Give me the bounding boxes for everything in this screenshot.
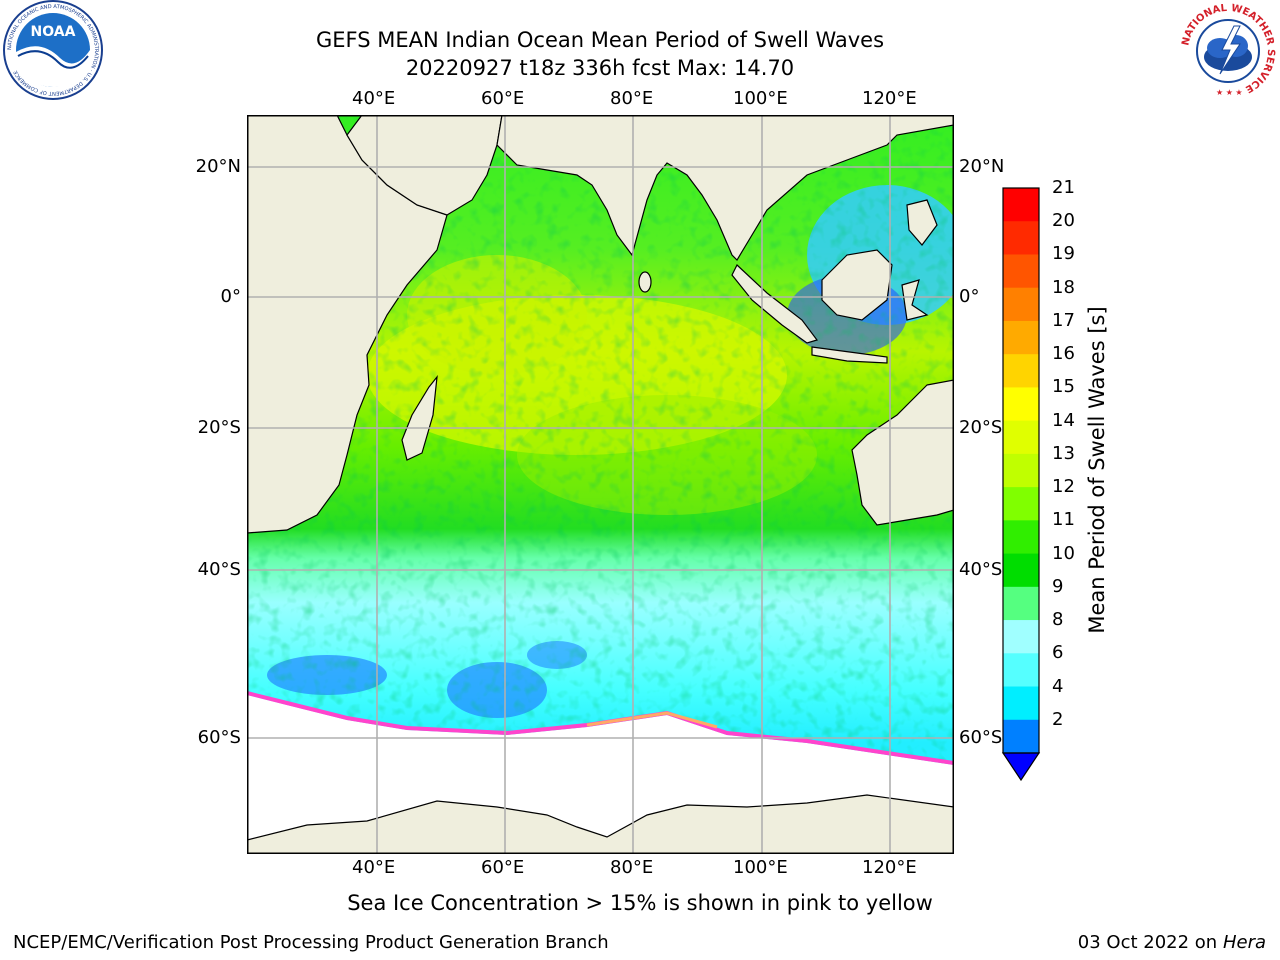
colorbar-tick: 10 (1052, 542, 1075, 564)
colorbar-tick: 19 (1052, 243, 1075, 265)
colorbar-block (1003, 653, 1039, 688)
lat-tick-right-40s: 40°S (959, 559, 1003, 580)
colorbar-tick: 21 (1052, 177, 1075, 198)
antarctica (247, 794, 954, 854)
lon-tick-top-80e: 80°E (610, 88, 654, 109)
colorbar-tick: 16 (1052, 343, 1075, 365)
lon-tick-bottom-40e: 40°E (352, 857, 396, 878)
nws-logo: NATIONAL WEATHER SERVICE ★ ★ ★ (1180, 3, 1276, 98)
lon-tick-bottom-100e: 100°E (733, 857, 788, 878)
colorbar-tick: 13 (1052, 442, 1075, 464)
colorbar-block (1003, 520, 1039, 555)
chart-title: GEFS MEAN Indian Ocean Mean Period of Sw… (315, 28, 885, 52)
colorbar-block (1003, 553, 1039, 588)
colorbar-tick: 15 (1052, 376, 1075, 398)
graticule (247, 115, 954, 854)
lat-tick-left-20s: 20°S (197, 417, 241, 438)
colorbar-tick: 14 (1052, 409, 1075, 431)
svg-text:★ ★ ★: ★ ★ ★ (1216, 88, 1243, 97)
colorbar-block (1003, 221, 1039, 255)
sulawesi (901, 279, 929, 321)
borneo (821, 249, 893, 321)
lon-tick-bottom-120e: 120°E (862, 857, 917, 878)
colorbar-block (1003, 420, 1039, 455)
colorbar-tick: 6 (1052, 642, 1064, 664)
colorbar-tick: 4 (1052, 675, 1064, 697)
colorbar-block (1003, 686, 1039, 721)
lat-tick-left-20n: 20°N (195, 156, 241, 177)
map-frame (247, 115, 954, 854)
madagascar (401, 375, 438, 461)
footer-credit: NCEP/EMC/Verification Post Processing Pr… (13, 932, 609, 953)
lat-tick-left-40s: 40°S (197, 559, 241, 580)
java (811, 346, 888, 364)
colorbar-block (1003, 254, 1039, 289)
sri-lanka (638, 271, 652, 293)
colorbar-tick: 12 (1052, 476, 1075, 498)
australia (851, 379, 954, 526)
footer-machine: Hera (1222, 932, 1266, 953)
colorbar-frame (1002, 187, 1040, 754)
colorbar-tick: 17 (1052, 309, 1075, 331)
colorbar-block (1003, 719, 1039, 754)
philippines (906, 199, 938, 246)
colorbar (1001, 187, 1041, 782)
colorbar-block (1003, 620, 1039, 654)
lat-tick-left-0: 0° (220, 286, 241, 307)
chart-subtitle: 20220927 t18z 336h fcst Max: 14.70 (405, 56, 795, 80)
colorbar-block (1003, 453, 1039, 488)
colorbar-tick: 2 (1052, 708, 1064, 730)
colorbar-tick: 11 (1052, 509, 1075, 531)
lon-tick-bottom-80e: 80°E (610, 857, 654, 878)
footer-date: 03 Oct 2022 on Hera (1078, 932, 1266, 953)
lat-tick-right-20n: 20°N (959, 156, 1005, 177)
colorbar-block (1003, 188, 1039, 222)
lon-tick-top-120e: 120°E (862, 88, 917, 109)
colorbar-block (1003, 320, 1039, 355)
colorbar-block (1003, 487, 1039, 521)
colorbar-label: Mean Period of Swell Waves [s] (1085, 306, 1109, 634)
colorbar-block (1003, 354, 1039, 388)
lon-tick-top-60e: 60°E (481, 88, 525, 109)
sea-ice-note: Sea Ice Concentration > 15% is shown in … (347, 891, 933, 915)
lon-tick-top-40e: 40°E (352, 88, 396, 109)
asia (496, 115, 954, 261)
colorbar-block (1003, 387, 1039, 422)
lat-tick-right-0: 0° (959, 286, 980, 307)
noaa-logo-text: NOAA (31, 24, 76, 40)
footer-date-text: 03 Oct 2022 on (1077, 932, 1223, 953)
colorbar-tick: 18 (1052, 276, 1075, 298)
lon-tick-bottom-60e: 60°E (481, 857, 525, 878)
colorbar-under-triangle (1001, 752, 1041, 782)
sumatra (731, 264, 818, 344)
colorbar-blocks (1003, 188, 1039, 754)
colorbar-block (1003, 287, 1039, 322)
noaa-logo: NATIONAL OCEANIC AND ATMOSPHERIC ADMINIS… (3, 0, 103, 100)
colorbar-tick: 8 (1052, 609, 1064, 631)
lat-tick-left-60s: 60°S (197, 727, 241, 748)
colorbar-block (1003, 586, 1039, 621)
lon-tick-top-100e: 100°E (733, 88, 788, 109)
lat-tick-right-60s: 60°S (959, 727, 1003, 748)
lat-tick-right-20s: 20°S (959, 417, 1003, 438)
colorbar-tick: 20 (1052, 210, 1075, 232)
colorbar-tick: 9 (1052, 575, 1064, 597)
swell-period-map (247, 115, 954, 854)
